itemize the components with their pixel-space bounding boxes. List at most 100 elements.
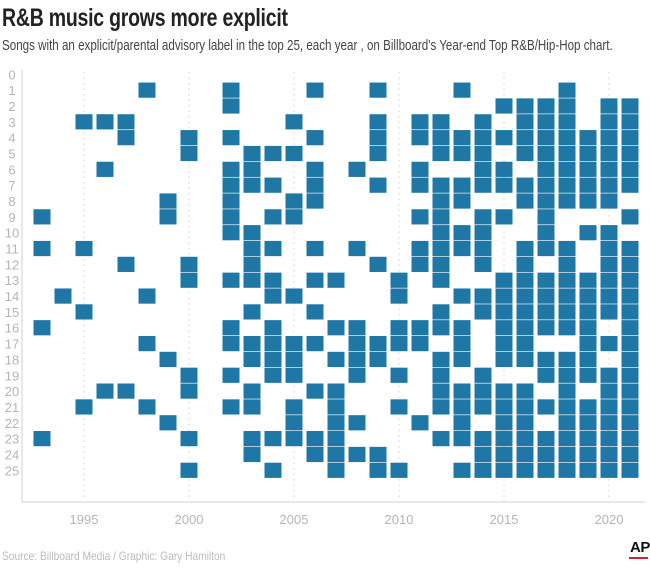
explicit-square-2002-16 xyxy=(222,320,240,336)
explicit-square-2006-11 xyxy=(306,240,324,257)
explicit-square-2006-24 xyxy=(306,446,324,463)
y-tick-label: 17 xyxy=(5,337,19,352)
explicit-square-2020-23 xyxy=(600,431,618,447)
chart-subtitle: Songs with an explicit/parental advisory… xyxy=(2,38,613,54)
explicit-square-1999-22 xyxy=(159,415,177,431)
explicit-square-2019-15 xyxy=(579,304,597,320)
y-tick-label: 12 xyxy=(5,257,19,272)
explicit-square-2018-13 xyxy=(558,272,576,288)
explicit-square-2002-4 xyxy=(222,130,240,146)
explicit-square-2005-19 xyxy=(285,367,303,383)
explicit-square-2012-15 xyxy=(432,304,450,320)
y-tick-label: 0 xyxy=(8,67,15,82)
explicit-square-2017-25 xyxy=(537,462,555,478)
explicit-square-2014-3 xyxy=(474,114,492,130)
explicit-square-2016-17 xyxy=(516,335,534,352)
explicit-square-2018-14 xyxy=(558,288,576,304)
explicit-square-2018-11 xyxy=(558,240,576,257)
explicit-square-2016-5 xyxy=(516,145,534,162)
explicit-square-2017-19 xyxy=(537,367,555,383)
explicit-square-2012-11 xyxy=(432,240,450,257)
explicit-square-2006-1 xyxy=(306,82,324,98)
explicit-square-2013-21 xyxy=(453,399,471,415)
explicit-square-2015-24 xyxy=(495,446,513,463)
explicit-square-2006-4 xyxy=(306,130,324,146)
explicit-square-2019-24 xyxy=(579,446,597,463)
explicit-square-2009-25 xyxy=(369,462,387,478)
explicit-square-2018-3 xyxy=(558,114,576,130)
explicit-square-2003-24 xyxy=(243,446,261,463)
x-tick-label: 2005 xyxy=(280,512,309,527)
explicit-square-2013-16 xyxy=(453,320,471,336)
explicit-square-2011-12 xyxy=(411,256,429,272)
explicit-square-2003-13 xyxy=(243,272,261,288)
explicit-square-2021-19 xyxy=(621,367,639,383)
explicit-square-2008-18 xyxy=(348,351,366,368)
explicit-square-2019-16 xyxy=(579,320,597,336)
explicit-square-2017-24 xyxy=(537,446,555,463)
explicit-square-2014-5 xyxy=(474,145,492,162)
explicit-square-2020-8 xyxy=(600,193,618,209)
explicit-square-1998-14 xyxy=(138,288,156,304)
explicit-square-2021-25 xyxy=(621,462,639,478)
explicit-square-2020-24 xyxy=(600,446,618,463)
explicit-square-2020-21 xyxy=(600,399,618,415)
y-tick-label: 19 xyxy=(5,368,19,383)
explicit-square-2021-23 xyxy=(621,431,639,447)
explicit-square-2017-21 xyxy=(537,399,555,415)
explicit-square-2021-6 xyxy=(621,161,639,177)
explicit-square-2012-10 xyxy=(432,225,450,241)
y-tick-label: 10 xyxy=(5,226,19,241)
explicit-square-2015-4 xyxy=(495,130,513,146)
explicit-square-2018-18 xyxy=(558,351,576,368)
explicit-square-2015-23 xyxy=(495,431,513,447)
explicit-square-2016-25 xyxy=(516,462,534,478)
explicit-square-2013-4 xyxy=(453,130,471,146)
explicit-square-2007-22 xyxy=(327,415,345,431)
x-tick-label: 2010 xyxy=(385,512,414,527)
explicit-square-2019-7 xyxy=(579,177,597,193)
y-tick-label: 16 xyxy=(5,321,19,336)
explicit-square-2007-20 xyxy=(327,383,345,399)
ap-logo-underline xyxy=(629,557,648,559)
explicit-square-2007-25 xyxy=(327,462,345,478)
explicit-square-2014-23 xyxy=(474,431,492,447)
explicit-square-2015-15 xyxy=(495,304,513,320)
explicit-square-1997-12 xyxy=(117,256,135,272)
explicit-square-2003-17 xyxy=(243,335,261,352)
explicit-square-2021-14 xyxy=(621,288,639,304)
explicit-square-2019-8 xyxy=(579,193,597,209)
explicit-square-2007-13 xyxy=(327,272,345,288)
explicit-square-2016-14 xyxy=(516,288,534,304)
explicit-square-2018-15 xyxy=(558,304,576,320)
y-tick-label: 6 xyxy=(8,162,15,177)
explicit-square-2014-14 xyxy=(474,288,492,304)
explicit-square-2020-14 xyxy=(600,288,618,304)
explicit-square-2018-20 xyxy=(558,383,576,399)
y-tick-label: 15 xyxy=(5,305,19,320)
explicit-square-2017-16 xyxy=(537,320,555,336)
explicit-square-2014-10 xyxy=(474,225,492,241)
explicit-square-2010-14 xyxy=(390,288,408,304)
explicit-square-2000-5 xyxy=(180,145,198,162)
explicit-square-2019-18 xyxy=(579,351,597,368)
explicit-square-2010-16 xyxy=(390,320,408,336)
explicit-square-2018-1 xyxy=(558,82,576,98)
explicit-square-2019-4 xyxy=(579,130,597,146)
explicit-square-2012-21 xyxy=(432,399,450,415)
explicit-square-2019-25 xyxy=(579,462,597,478)
explicit-square-2000-13 xyxy=(180,272,198,288)
explicit-square-2013-7 xyxy=(453,177,471,193)
explicit-square-2015-17 xyxy=(495,335,513,352)
explicit-square-2015-25 xyxy=(495,462,513,478)
explicit-square-2003-23 xyxy=(243,431,261,447)
explicit-square-2008-6 xyxy=(348,161,366,177)
explicit-square-2011-6 xyxy=(411,161,429,177)
explicit-square-1995-15 xyxy=(75,304,93,320)
explicit-square-2004-11 xyxy=(264,240,282,257)
explicit-square-2013-20 xyxy=(453,383,471,399)
explicit-square-1996-3 xyxy=(96,114,114,130)
explicit-square-2016-7 xyxy=(516,177,534,193)
explicit-square-2017-11 xyxy=(537,240,555,257)
y-tick-label: 14 xyxy=(5,289,19,304)
